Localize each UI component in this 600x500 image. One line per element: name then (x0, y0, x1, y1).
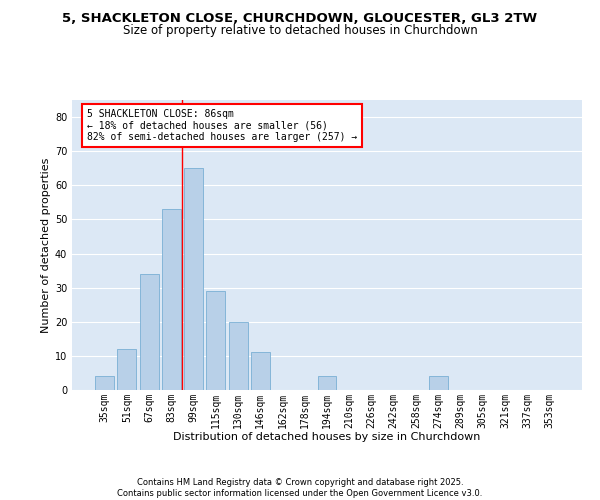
Bar (118, 349, 136, 390)
Text: Contains HM Land Registry data © Crown copyright and database right 2025.
Contai: Contains HM Land Registry data © Crown c… (118, 478, 482, 498)
Y-axis label: Number of detached properties: Number of detached properties (41, 158, 50, 332)
Bar (429, 376, 448, 390)
Text: 5 SHACKLETON CLOSE: 86sqm
← 18% of detached houses are smaller (56)
82% of semi-: 5 SHACKLETON CLOSE: 86sqm ← 18% of detac… (88, 108, 358, 142)
X-axis label: Distribution of detached houses by size in Churchdown: Distribution of detached houses by size … (173, 432, 481, 442)
Text: Size of property relative to detached houses in Churchdown: Size of property relative to detached ho… (122, 24, 478, 37)
Bar (95, 376, 114, 390)
Bar (317, 376, 337, 390)
Text: 5, SHACKLETON CLOSE, CHURCHDOWN, GLOUCESTER, GL3 2TW: 5, SHACKLETON CLOSE, CHURCHDOWN, GLOUCES… (62, 12, 538, 26)
Bar (140, 274, 158, 390)
Bar (184, 168, 203, 390)
Bar (251, 352, 270, 390)
Bar (229, 322, 248, 390)
Bar (206, 291, 225, 390)
Bar (162, 209, 181, 390)
